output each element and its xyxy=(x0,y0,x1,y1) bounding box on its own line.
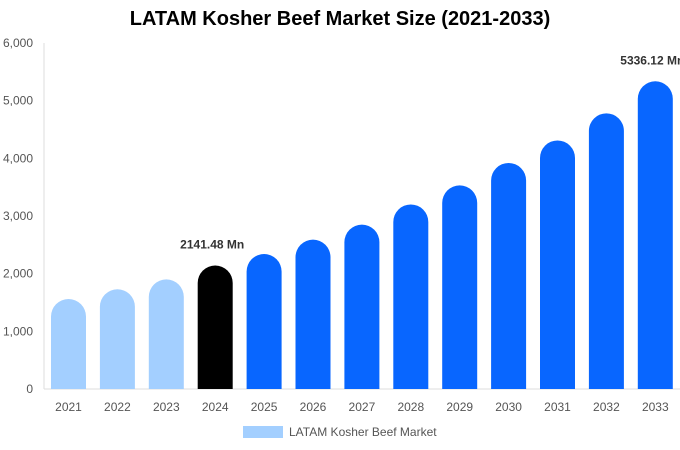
bar-2026 xyxy=(295,239,331,389)
bar-2031 xyxy=(540,140,575,389)
y-tick-label: 1,000 xyxy=(3,324,33,338)
x-tick-label: 2027 xyxy=(349,400,376,414)
x-tick-label: 2031 xyxy=(544,400,571,414)
x-tick-label: 2026 xyxy=(300,400,327,414)
x-tick-label: 2032 xyxy=(593,400,620,414)
x-tick-label: 2028 xyxy=(397,400,424,414)
bar-2027 xyxy=(344,224,380,389)
x-tick-label: 2022 xyxy=(104,400,131,414)
bar-2028 xyxy=(393,204,429,389)
legend-label: LATAM Kosher Beef Market xyxy=(289,425,437,439)
bar-2023 xyxy=(148,279,184,389)
x-tick-label: 2024 xyxy=(202,400,229,414)
legend[interactable]: LATAM Kosher Beef Market xyxy=(243,425,437,439)
bar-2029 xyxy=(442,185,478,389)
x-tick-label: 2033 xyxy=(642,400,669,414)
data-label-2033: 5336.12 Mn xyxy=(620,53,680,67)
bar-2025 xyxy=(246,254,282,389)
bar-2032 xyxy=(588,113,624,390)
chart-title: LATAM Kosher Beef Market Size (2021-2033… xyxy=(129,8,551,30)
bar-2022 xyxy=(99,289,135,389)
bar-2021 xyxy=(51,299,86,389)
x-tick-label: 2029 xyxy=(446,400,473,414)
y-tick-label: 6,000 xyxy=(3,36,33,50)
bar-2024 xyxy=(197,265,233,389)
x-tick-label: 2021 xyxy=(55,400,82,414)
x-tick-label: 2030 xyxy=(495,400,522,414)
y-tick-label: 3,000 xyxy=(3,209,33,223)
legend-swatch xyxy=(243,426,283,438)
y-tick-label: 4,000 xyxy=(3,151,33,165)
bar-2030 xyxy=(491,162,527,389)
bar-2033 xyxy=(637,81,673,389)
x-tick-label: 2025 xyxy=(251,400,278,414)
y-tick-label: 0 xyxy=(26,382,33,396)
y-tick-label: 5,000 xyxy=(3,94,33,108)
x-tick-label: 2023 xyxy=(153,400,180,414)
data-label-2024: 2141.48 Mn xyxy=(180,238,244,252)
y-tick-label: 2,000 xyxy=(3,267,33,281)
